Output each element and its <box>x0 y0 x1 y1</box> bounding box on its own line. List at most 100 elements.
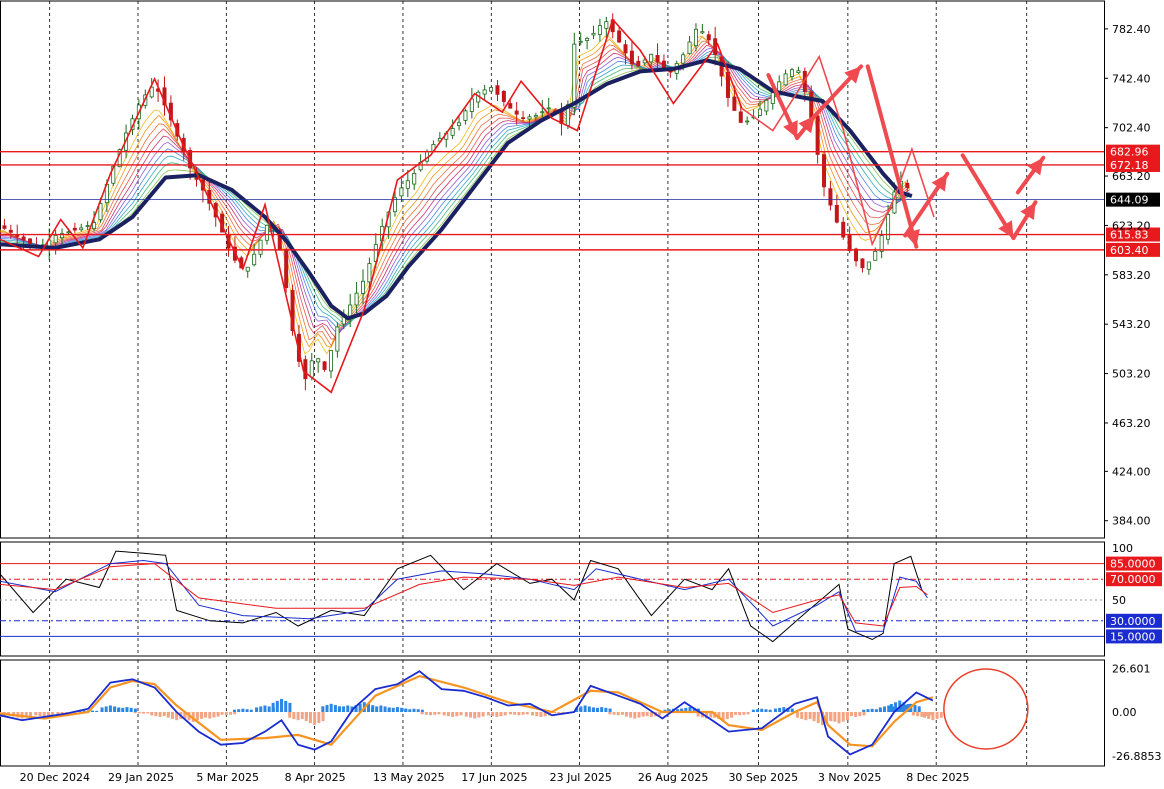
ribbon-ma-line <box>0 47 910 333</box>
macd-panel[interactable] <box>0 659 1105 767</box>
macd-histogram-bar <box>473 712 477 719</box>
macd-histogram-bar <box>746 712 750 715</box>
oscillator-frame <box>0 541 1105 657</box>
candle-body <box>841 221 846 238</box>
macd-histogram-bar <box>591 708 595 712</box>
macd-histogram-bar <box>150 712 154 716</box>
thick-moving-average <box>0 58 913 321</box>
macd-histogram-bar <box>782 707 786 712</box>
macd-histogram-bar <box>608 708 612 712</box>
macd-histogram-bar <box>812 712 816 722</box>
candle-body <box>79 227 84 231</box>
candle-body <box>540 111 545 114</box>
candle-body <box>252 253 257 266</box>
macd-histogram-bar <box>354 705 358 712</box>
macd-histogram-bar <box>911 712 915 716</box>
macd-histogram-bar <box>137 712 141 714</box>
macd-histogram-bar <box>503 712 507 716</box>
candle-body <box>700 31 705 34</box>
macd-histogram-bar <box>733 712 737 715</box>
macd-histogram-bar <box>931 712 935 721</box>
osc-level-label-30: 30.0000 <box>1110 615 1156 628</box>
macd-histogram-bar <box>28 712 32 717</box>
candle-body <box>335 326 340 352</box>
macd-histogram-bar <box>612 712 616 715</box>
macd-histogram-bar <box>459 712 463 716</box>
candle-body <box>732 96 737 111</box>
macd-histogram-bar <box>95 710 99 712</box>
price-tick-label: 463.20 <box>1112 417 1151 430</box>
osc-level-box <box>1106 613 1162 628</box>
macd-histogram-bar <box>521 712 525 715</box>
candle-body <box>623 44 628 54</box>
oscillator-panel[interactable] <box>0 541 1105 657</box>
candle-body <box>28 238 33 244</box>
macd-histogram-bar <box>195 712 199 721</box>
macd-histogram-bar <box>513 712 517 715</box>
macd-histogram-bar <box>271 702 275 712</box>
candle-body <box>854 248 859 262</box>
macd-histogram-bar <box>575 707 579 712</box>
macd-histogram-bar <box>667 709 671 712</box>
macd-histogram-bar <box>481 712 485 717</box>
macd-histogram-bar <box>676 709 680 712</box>
macd-histogram-bar <box>358 703 362 712</box>
candle-body <box>527 116 532 120</box>
macd-histogram-bar <box>491 712 495 717</box>
macd-histogram-bar <box>245 709 249 712</box>
candle-body <box>8 229 13 233</box>
candle-body <box>738 111 743 123</box>
level-label-box <box>1106 242 1160 257</box>
macd-histogram-bar <box>916 712 920 717</box>
up-arrow-5-head <box>1027 157 1044 176</box>
price-panel[interactable] <box>0 0 1105 539</box>
macd-histogram-bar <box>849 712 853 717</box>
candle-body <box>578 40 583 43</box>
candle-body <box>521 117 526 120</box>
macd-histogram-bar <box>887 705 891 712</box>
candle-body <box>706 34 711 41</box>
macd-tick-label: 26.601 <box>1112 663 1151 676</box>
macd-histogram-bar <box>729 712 733 715</box>
candle-body <box>514 110 519 115</box>
macd-histogram-bar <box>175 712 179 721</box>
macd-histogram-bar <box>38 712 42 717</box>
macd-histogram-bar <box>162 712 166 717</box>
candle-body <box>681 54 686 64</box>
macd-histogram-bar <box>337 707 341 712</box>
level-label-682-96: 682.96 <box>1110 146 1149 159</box>
macd-histogram-bar <box>117 708 121 712</box>
macd-histogram-bar <box>133 708 137 712</box>
candle-body <box>636 60 641 67</box>
ribbon-ma-line <box>0 35 911 355</box>
macd-histogram-bar <box>553 712 557 714</box>
macd-histogram-bar <box>913 705 917 712</box>
candle-body <box>290 290 295 332</box>
macd-histogram-bar <box>154 712 158 717</box>
candle-body <box>264 224 269 241</box>
macd-histogram-bar <box>255 707 259 712</box>
highlight-circle <box>943 668 1029 750</box>
macd-histogram-bar <box>420 712 424 715</box>
macd-histogram-bar <box>804 712 808 721</box>
osc-series-line-2 <box>0 563 928 627</box>
candle-body <box>655 55 660 63</box>
candle-body <box>495 85 500 95</box>
macd-histogram-bar <box>902 702 906 712</box>
macd-histogram-bar <box>333 705 337 712</box>
candle-body <box>450 128 455 136</box>
macd-histogram-bar <box>543 712 547 717</box>
candle-body <box>322 361 327 370</box>
price-tick-label: 503.20 <box>1112 368 1151 381</box>
price-tick-label: 782.40 <box>1112 23 1151 36</box>
macd-histogram-bar <box>889 703 893 712</box>
macd-histogram-bar <box>267 706 271 712</box>
macd-histogram-bar <box>608 712 612 715</box>
candle-body <box>533 115 538 118</box>
candle-body <box>629 50 634 65</box>
macd-histogram-bar <box>508 712 512 715</box>
macd-histogram-bar <box>241 708 245 712</box>
price-tick-label: 702.40 <box>1112 122 1151 135</box>
macd-histogram-bar <box>183 712 187 719</box>
macd-histogram-bar <box>321 706 325 712</box>
